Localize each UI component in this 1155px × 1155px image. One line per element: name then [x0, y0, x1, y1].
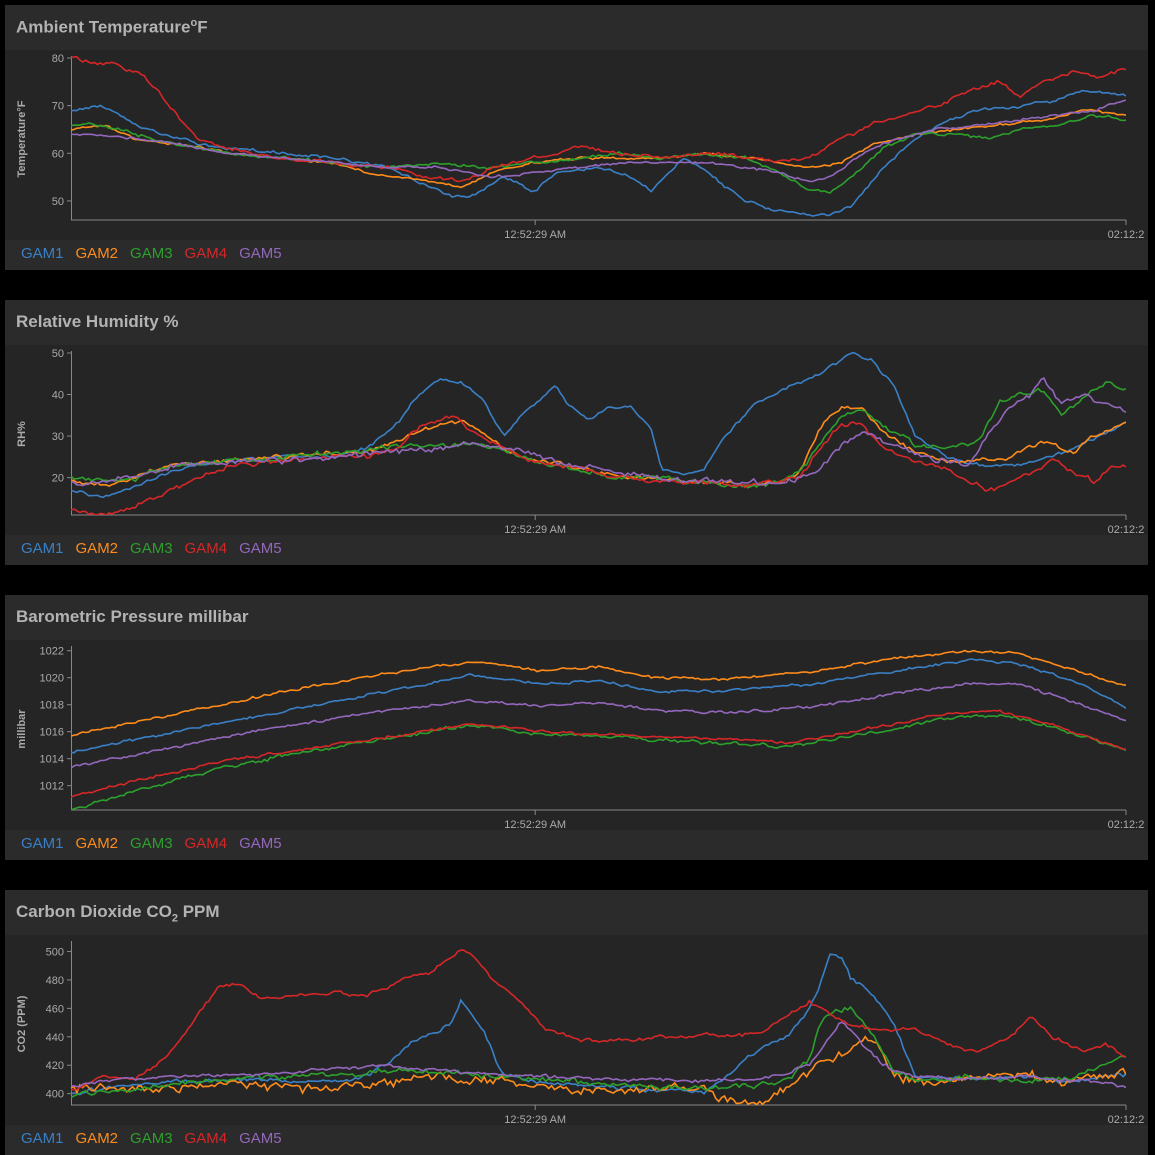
chart-plot-area[interactable]: 1012 1014 1016 1018 1020 1022 12:52:29 AM 02:12… — [5, 640, 1148, 831]
legend-gam1[interactable]: GAM1 — [21, 540, 64, 557]
temperature-chart: 50 60 70 80 12:52:29 AM 02:12:2 Temperature°F — [16, 53, 1145, 241]
y-tick-label: 400 — [46, 1089, 64, 1101]
y-tick-label: 30 — [52, 431, 64, 443]
y-axis-label: CO2 (PPM) — [16, 995, 28, 1052]
co2-chart: 400 420 440 460 480 500 12:52:29 AM 02:12:2 CO2 … — [16, 941, 1145, 1126]
x-tick-label: 02:12:2 — [1108, 524, 1145, 535]
legend-gam5[interactable]: GAM5 — [239, 835, 282, 852]
series-line-gam2 — [71, 1035, 1126, 1105]
y-axis-label: millibar — [16, 709, 28, 749]
chart-plot-area[interactable]: 50 60 70 80 12:52:29 AM 02:12:2 Temperature°F — [5, 50, 1148, 241]
panel-title: Relative Humidity % — [16, 312, 179, 331]
series-line-gam4 — [71, 709, 1126, 799]
y-axis-label: RH% — [16, 421, 28, 447]
y-axis-label: Temperature°F — [16, 100, 28, 177]
legend: GAM1 GAM2 GAM3 GAM4 GAM5 — [21, 540, 294, 557]
y-tick-label: 50 — [52, 348, 64, 360]
legend-gam1[interactable]: GAM1 — [21, 835, 64, 852]
legend-gam1[interactable]: GAM1 — [21, 245, 64, 262]
series-line-gam5 — [71, 682, 1126, 769]
series-line-gam4 — [71, 949, 1126, 1091]
y-tick-label: 80 — [52, 53, 64, 65]
y-tick-label: 500 — [46, 947, 64, 959]
legend: GAM1 GAM2 GAM3 GAM4 GAM5 — [21, 835, 294, 852]
legend-gam4[interactable]: GAM4 — [184, 1130, 228, 1147]
legend-gam3[interactable]: GAM3 — [130, 245, 173, 262]
y-tick-label: 20 — [52, 473, 64, 485]
legend-gam2[interactable]: GAM2 — [75, 245, 119, 262]
y-tick-label: 60 — [52, 148, 64, 160]
legend-gam5[interactable]: GAM5 — [239, 1130, 282, 1147]
y-tick-label: 40 — [52, 390, 64, 402]
y-tick-label: 440 — [46, 1032, 64, 1044]
chart-plot-area[interactable]: 20 30 40 50 12:52:29 AM 02:12:2 RH% — [5, 345, 1148, 536]
pressure-panel: Barometric Pressure millibar 1012 1014 101… — [5, 595, 1148, 860]
co2-panel: Carbon Dioxide CO2 PPM 400 420 440 460 480 50… — [5, 890, 1148, 1155]
series-line-gam1 — [71, 351, 1126, 499]
x-tick-label: 02:12:2 — [1108, 1114, 1145, 1125]
legend-gam2[interactable]: GAM2 — [75, 835, 119, 852]
series-line-gam3 — [71, 1005, 1126, 1099]
legend-gam2[interactable]: GAM2 — [75, 1130, 119, 1147]
chart-plot-area[interactable]: 400 420 440 460 480 500 12:52:29 AM 02:12:2 CO2 … — [5, 935, 1148, 1126]
legend: GAM1 GAM2 GAM3 GAM4 GAM5 — [21, 245, 294, 262]
y-tick-label: 70 — [52, 101, 64, 113]
x-tick-label: 12:52:29 AM — [504, 229, 566, 240]
y-tick-label: 480 — [46, 975, 64, 987]
series-line-gam5 — [71, 1021, 1126, 1089]
panel-title: Ambient TemperatureoF — [16, 17, 208, 37]
legend-gam3[interactable]: GAM3 — [130, 835, 173, 852]
legend-gam4[interactable]: GAM4 — [184, 245, 228, 262]
x-tick-label: 12:52:29 AM — [504, 819, 566, 830]
legend-gam3[interactable]: GAM3 — [130, 1130, 173, 1147]
series-line-gam4 — [71, 415, 1126, 515]
x-tick-label: 02:12:2 — [1108, 819, 1145, 830]
series-line-gam1 — [71, 89, 1126, 217]
legend: GAM1 GAM2 GAM3 GAM4 GAM5 — [21, 1130, 294, 1147]
series-line-gam2 — [71, 649, 1126, 737]
y-tick-label: 1020 — [40, 673, 64, 685]
panel-title: Carbon Dioxide CO2 PPM — [16, 902, 220, 925]
series-line-gam5 — [71, 377, 1126, 487]
legend-gam4[interactable]: GAM4 — [184, 835, 228, 852]
series-line-gam1 — [71, 658, 1126, 754]
series-line-gam1 — [71, 953, 1126, 1096]
x-tick-label: 12:52:29 AM — [504, 524, 566, 535]
y-tick-label: 420 — [46, 1060, 64, 1072]
y-tick-label: 1018 — [40, 700, 64, 712]
y-tick-label: 1022 — [40, 646, 64, 658]
humidity-panel: Relative Humidity % 20 30 40 50 12:52:29 AM 0… — [5, 300, 1148, 565]
y-tick-label: 50 — [52, 196, 64, 208]
y-tick-label: 1014 — [40, 754, 64, 766]
legend-gam5[interactable]: GAM5 — [239, 245, 282, 262]
x-tick-label: 12:52:29 AM — [504, 1114, 566, 1125]
panel-title: Barometric Pressure millibar — [16, 607, 249, 626]
legend-gam3[interactable]: GAM3 — [130, 540, 173, 557]
series-line-gam3 — [71, 714, 1126, 810]
temperature-panel: Ambient TemperatureoF 50 60 70 80 12:52:29 A… — [5, 5, 1148, 270]
y-tick-label: 460 — [46, 1003, 64, 1015]
legend-gam5[interactable]: GAM5 — [239, 540, 282, 557]
humidity-chart: 20 30 40 50 12:52:29 AM 02:12:2 RH% — [16, 348, 1145, 536]
legend-gam4[interactable]: GAM4 — [184, 540, 228, 557]
series-line-gam3 — [71, 381, 1126, 489]
legend-gam1[interactable]: GAM1 — [21, 1130, 64, 1147]
y-tick-label: 1016 — [40, 727, 64, 739]
series-line-gam5 — [71, 99, 1126, 183]
pressure-chart: 1012 1014 1016 1018 1020 1022 12:52:29 AM 02:12… — [16, 646, 1145, 831]
x-tick-label: 02:12:2 — [1108, 229, 1145, 240]
y-tick-label: 1012 — [40, 781, 64, 793]
legend-gam2[interactable]: GAM2 — [75, 540, 119, 557]
series-line-gam4 — [71, 55, 1126, 183]
